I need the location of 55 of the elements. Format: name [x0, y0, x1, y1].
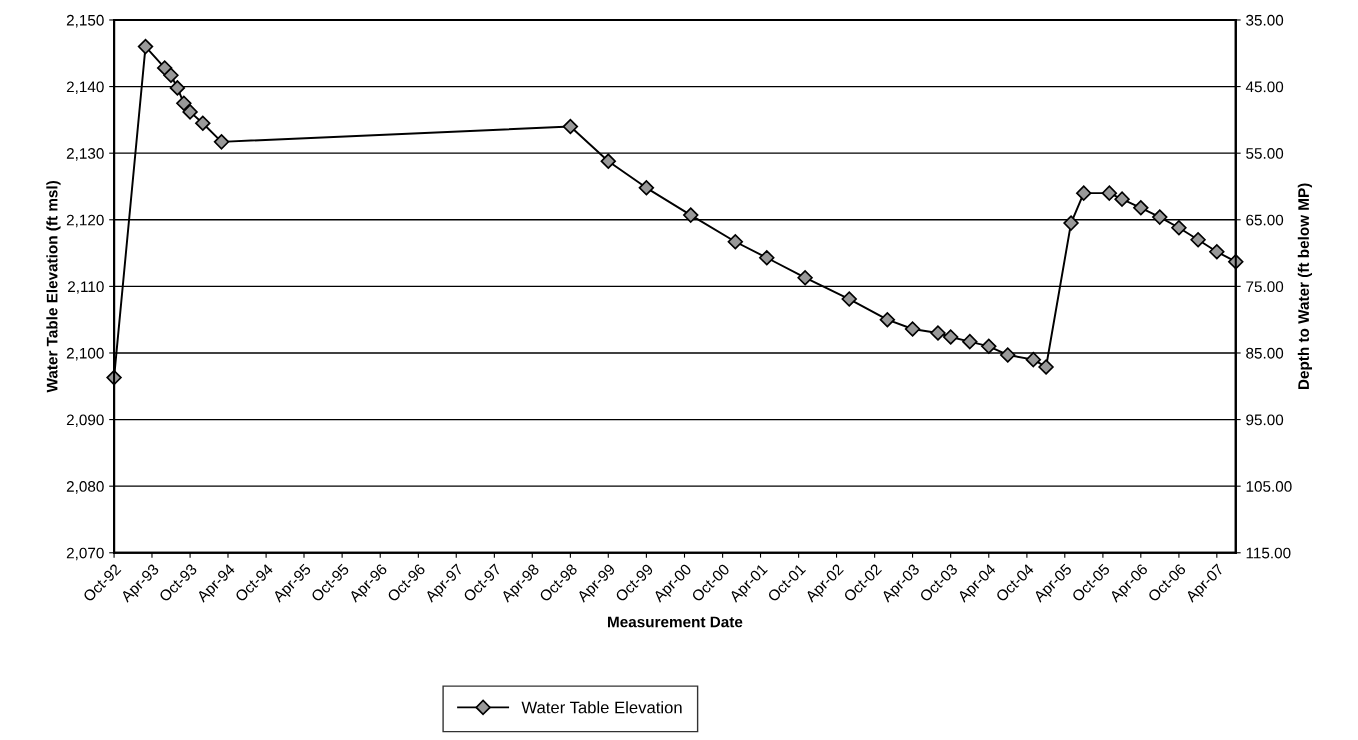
point	[1209, 244, 1225, 260]
point	[930, 325, 946, 341]
point	[638, 180, 655, 196]
y-tick-label: 2,090	[66, 414, 104, 428]
y2-tick-label: 75.00	[1246, 281, 1284, 293]
point	[1101, 185, 1118, 201]
x-axis-title: Measurement Date	[608, 616, 743, 628]
y2-tick-label: 45.00	[1245, 81, 1284, 93]
point	[600, 153, 616, 169]
y-tick-label: 2,130	[66, 148, 104, 161]
point	[182, 104, 198, 120]
y-axis-title: Water Table Elevation (ft msl)	[46, 181, 61, 393]
point	[163, 67, 179, 83]
y2-tick-label: 35.00	[1246, 14, 1284, 26]
point	[1152, 209, 1168, 225]
y2-tick-label: 65.00	[1246, 214, 1284, 226]
point	[727, 234, 744, 250]
point	[841, 291, 857, 307]
point	[1114, 191, 1130, 207]
point	[562, 118, 579, 135]
y-tick-label: 2,110	[68, 281, 104, 294]
y-tick-label: 2,140	[66, 81, 104, 95]
y2-tick-label: 115.00	[1246, 547, 1291, 559]
y-tick-label: 2,120	[66, 214, 104, 228]
point	[759, 250, 775, 266]
point	[1133, 200, 1149, 216]
point	[195, 115, 211, 131]
y2-tick-label: 55.00	[1246, 148, 1284, 159]
point	[904, 321, 921, 337]
y-tick-label: 2,070	[66, 547, 104, 561]
legend-label: Water Table Elevation	[521, 701, 682, 714]
point	[1171, 220, 1187, 236]
point	[1190, 232, 1206, 248]
point	[169, 80, 186, 96]
point	[213, 134, 230, 150]
y-tick-label: 2,080	[66, 481, 104, 494]
point	[1076, 185, 1092, 201]
point	[137, 38, 154, 55]
y2-tick-label: 105.00	[1246, 481, 1292, 492]
y-tick-label: 2,100	[66, 347, 104, 361]
point	[683, 207, 699, 223]
point	[1025, 351, 1042, 368]
y-tick-label: 2,150	[66, 14, 104, 28]
y2-tick-label: 95.00	[1246, 414, 1284, 426]
point	[1000, 347, 1016, 363]
point	[1063, 215, 1079, 231]
point	[797, 270, 813, 286]
y2-axis-title: Depth to Water (ft below MP)	[1297, 183, 1313, 390]
point	[962, 333, 978, 350]
point	[879, 311, 896, 328]
point	[981, 338, 997, 355]
y2-tick-label: 85.00	[1246, 347, 1284, 359]
point	[176, 95, 192, 111]
point	[942, 329, 959, 345]
point	[1038, 359, 1054, 375]
